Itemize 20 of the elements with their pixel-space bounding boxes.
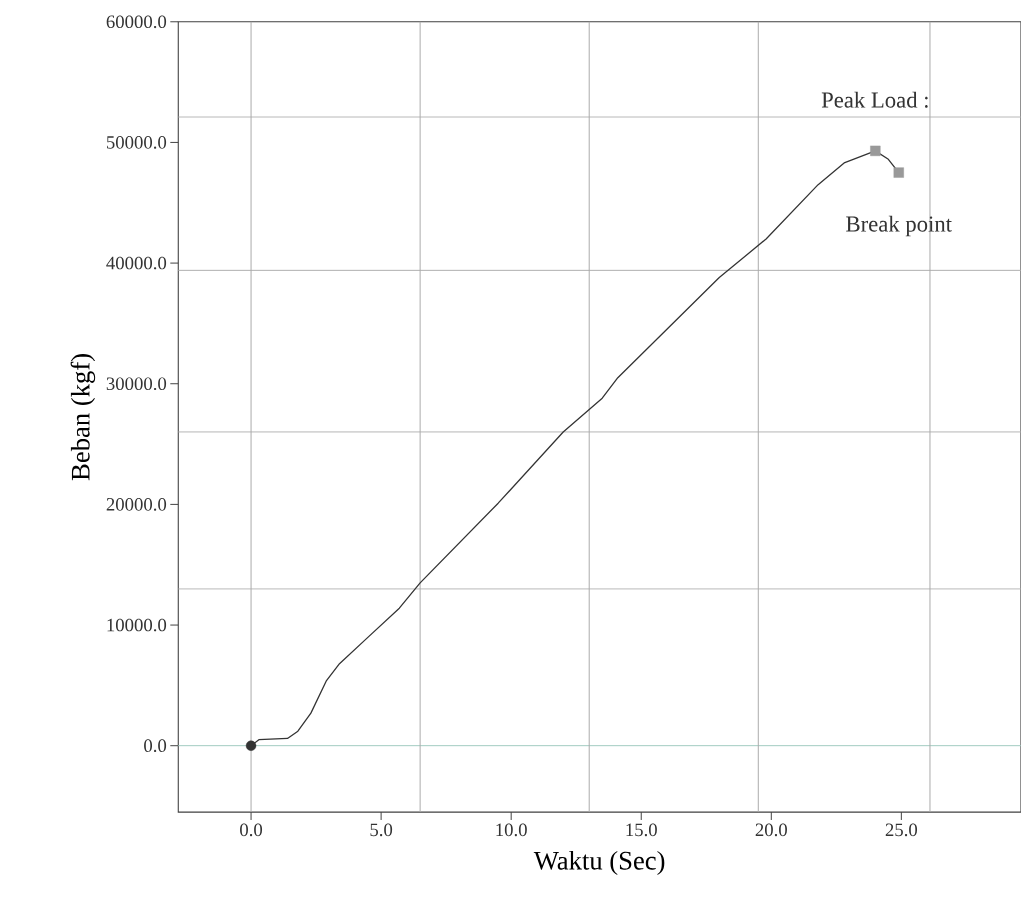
- x-tick-label: 15.0: [626, 823, 657, 837]
- y-tick-label: 50000.0: [106, 136, 167, 149]
- y-tick-label: 60000.0: [106, 15, 167, 29]
- y-tick-label: 30000.0: [106, 377, 167, 391]
- annotation: Break point: [846, 215, 952, 237]
- point: [245, 740, 257, 751]
- x-tick-label: 10.0: [496, 823, 527, 837]
- y-tick-label: 10000.0: [107, 618, 167, 632]
- x-tick-label: 0.0: [240, 823, 263, 837]
- y-axis-title: Beban (kgf): [70, 354, 96, 481]
- point: [893, 167, 904, 178]
- y-tick-label: 40000.0: [106, 256, 167, 270]
- annotation: Peak Load :: [821, 91, 928, 108]
- x-tick-label: 5.0: [370, 823, 393, 837]
- x-tick-label: 25.0: [885, 823, 918, 837]
- x-tick-label: 20.0: [755, 823, 787, 837]
- y-tick-label: 20000.0: [106, 498, 167, 511]
- x-axis-title: Waktu (Sec): [533, 850, 665, 876]
- y-tick-label: 0.0: [144, 739, 167, 753]
- point: [870, 145, 881, 157]
